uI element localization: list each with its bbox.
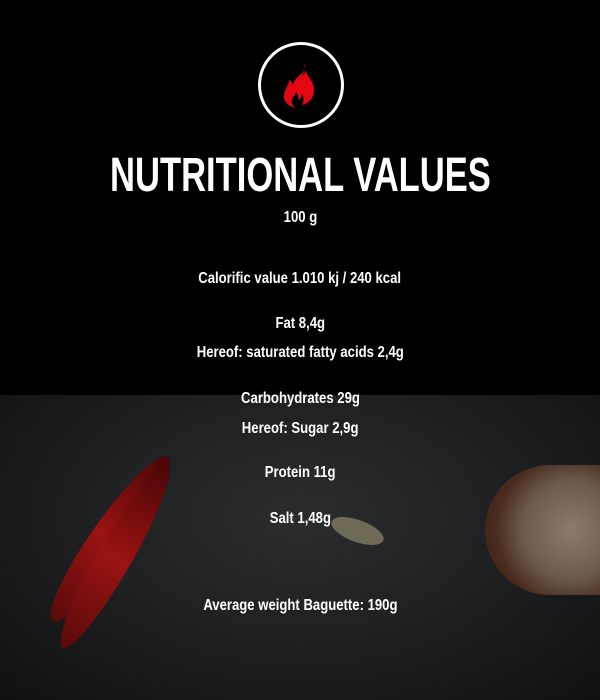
flame-badge bbox=[258, 42, 344, 128]
calorific-value: Calorific value 1.010 kj / 240 kcal bbox=[198, 270, 402, 287]
fat-value: Fat 8,4g bbox=[275, 315, 325, 332]
salt-value: Salt 1,48g bbox=[269, 510, 331, 527]
page-title: NUTRITIONAL VALUES bbox=[109, 149, 491, 202]
carbohydrates-value: Carbohydrates 29g bbox=[240, 390, 360, 407]
spice-background-image bbox=[0, 395, 600, 700]
flame-icon bbox=[284, 63, 314, 107]
chili-pepper bbox=[47, 457, 183, 657]
peppercorn-bowl bbox=[485, 465, 600, 595]
saturated-fat-value: Hereof: saturated fatty acids 2,4g bbox=[196, 344, 404, 361]
average-weight: Average weight Baguette: 190g bbox=[202, 597, 398, 614]
portion-size: 100 g bbox=[283, 209, 317, 226]
protein-value: Protein 11g bbox=[264, 464, 336, 481]
sugar-value: Hereof: Sugar 2,9g bbox=[241, 420, 359, 437]
